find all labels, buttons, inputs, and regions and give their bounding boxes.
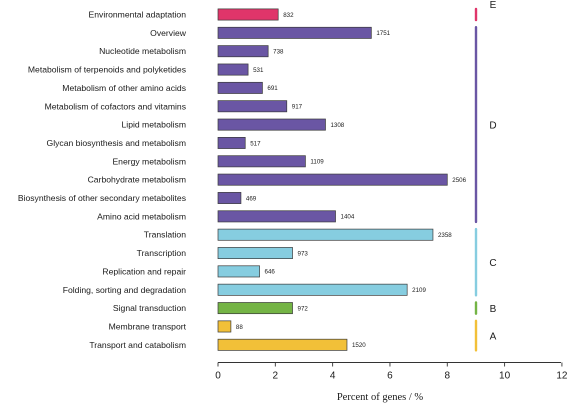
bar-translation	[217, 228, 434, 241]
category-label-membrane-transport: Membrane transport	[109, 321, 187, 331]
data-label-membrane-transport: 88	[236, 324, 243, 331]
x-tick-label-12: 12	[556, 371, 568, 382]
category-labels-layer: Environmental adaptation Overview Nucleoti…	[18, 10, 187, 350]
bar-biosynthesis-of-other-secondary-metabolites	[217, 192, 242, 204]
data-label-replication-and-repair: 646	[265, 269, 276, 276]
data-label-biosynthesis-of-other-secondary-metabolites: 469	[246, 195, 257, 202]
data-label-signal-transduction: 972	[298, 305, 309, 312]
data-label-folding-sorting-and-degradation: 2109	[412, 287, 426, 294]
category-label-nucleotide-metabolism: Nucleotide metabolism	[99, 46, 186, 56]
bar-metabolism-of-terpenoids-and-polyketides	[217, 63, 249, 76]
data-label-environmental-adaptation: 832	[283, 12, 294, 19]
bar-transcription	[217, 247, 293, 259]
data-label-overview: 1751	[376, 30, 390, 37]
category-label-carbohydrate-metabolism: Carbohydrate metabolism	[88, 175, 186, 185]
data-label-energy-metabolism: 1109	[310, 159, 324, 166]
data-labels-layer: 832 1751 738 531 691 917 1308 517 1109 2506 469 140…	[236, 12, 467, 349]
category-label-folding-sorting-and-degradation: Folding, sorting and degradation	[63, 285, 186, 295]
bar-folding-sorting-and-degradation	[217, 283, 408, 296]
bars-layer	[217, 8, 448, 351]
bar-carbohydrate-metabolism	[217, 173, 448, 186]
bar-transport-and-catabolism	[217, 338, 348, 351]
category-label-environmental-adaptation: Environmental adaptation	[89, 10, 187, 20]
group-label-a: A	[490, 332, 497, 343]
data-label-translation: 2358	[438, 232, 452, 239]
category-label-transport-and-catabolism: Transport and catabolism	[89, 340, 186, 350]
group-label-c: C	[489, 258, 496, 269]
data-label-metabolism-of-other-amino-acids: 691	[267, 85, 278, 92]
category-label-transcription: Transcription	[137, 248, 187, 258]
category-label-biosynthesis-of-other-secondary-metabolites: Biosynthesis of other secondary metaboli…	[18, 193, 186, 203]
group-label-b: B	[490, 304, 497, 315]
category-label-replication-and-repair: Replication and repair	[102, 266, 186, 276]
category-label-signal-transduction: Signal transduction	[113, 303, 186, 313]
category-group-brackets: E D C B A	[474, 0, 497, 352]
x-tick-label-10: 10	[499, 371, 511, 382]
bar-lipid-metabolism	[217, 118, 326, 131]
bar-membrane-transport	[217, 320, 232, 333]
bar-energy-metabolism	[217, 155, 306, 168]
category-label-translation: Translation	[144, 230, 186, 240]
bar-glycan-biosynthesis-and-metabolism	[217, 137, 246, 149]
x-ticks: 0 2 4 6 8 10 12	[215, 362, 568, 382]
x-tick-label-6: 6	[387, 371, 393, 382]
group-label-e: E	[490, 0, 497, 11]
data-label-transport-and-catabolism: 1520	[352, 342, 366, 349]
data-label-metabolism-of-terpenoids-and-polyketides: 531	[253, 67, 264, 74]
data-label-amino-acid-metabolism: 1404	[341, 214, 355, 221]
group-label-d: D	[489, 121, 496, 132]
category-label-metabolism-of-terpenoids-and-polyketides: Metabolism of terpenoids and polyketides	[28, 65, 186, 75]
bar-metabolism-of-cofactors-and-vitamins	[217, 100, 288, 113]
category-label-amino-acid-metabolism: Amino acid metabolism	[97, 211, 186, 221]
category-label-lipid-metabolism: Lipid metabolism	[122, 120, 186, 130]
bar-environmental-adaptation	[217, 8, 279, 21]
category-label-overview: Overview	[150, 28, 187, 38]
category-label-energy-metabolism: Energy metabolism	[112, 156, 186, 166]
x-tick-label-8: 8	[444, 371, 450, 382]
x-tick-label-0: 0	[215, 371, 221, 382]
x-tick-label-2: 2	[273, 371, 279, 382]
bar-amino-acid-metabolism	[217, 210, 336, 223]
x-tick-label-4: 4	[330, 371, 336, 382]
data-label-glycan-biosynthesis-and-metabolism: 517	[250, 140, 261, 147]
category-label-metabolism-of-other-amino-acids: Metabolism of other amino acids	[62, 83, 186, 93]
x-axis-title: Percent of genes / %	[337, 392, 424, 403]
category-label-glycan-biosynthesis-and-metabolism: Glycan biosynthesis and metabolism	[47, 138, 186, 148]
data-label-metabolism-of-cofactors-and-vitamins: 917	[292, 104, 303, 111]
category-label-metabolism-of-cofactors-and-vitamins: Metabolism of cofactors and vitamins	[45, 101, 186, 111]
data-label-nucleotide-metabolism: 738	[273, 49, 284, 56]
bar-metabolism-of-other-amino-acids	[217, 81, 263, 94]
x-axis: 0 2 4 6 8 10 12	[215, 362, 568, 382]
data-label-transcription: 973	[298, 250, 309, 257]
bar-nucleotide-metabolism	[217, 45, 269, 58]
data-label-carbohydrate-metabolism: 2506	[452, 177, 466, 184]
bar-signal-transduction	[217, 302, 293, 315]
data-label-lipid-metabolism: 1308	[330, 122, 344, 129]
bar-overview	[217, 26, 372, 39]
bar-replication-and-repair	[217, 265, 260, 278]
